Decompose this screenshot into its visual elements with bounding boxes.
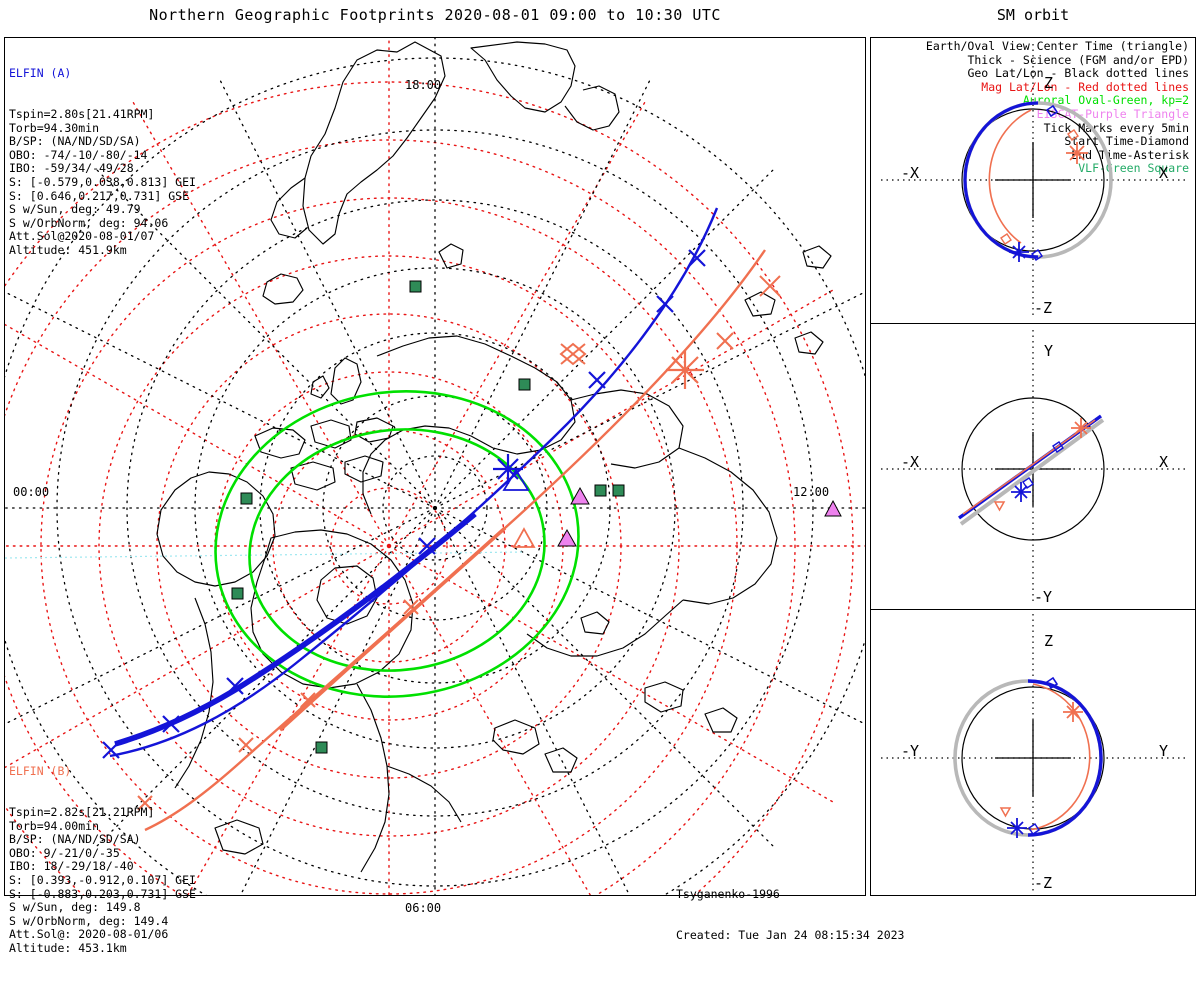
elfin-a-line-6: S: [0.646,0.217,0.731] GSE bbox=[9, 188, 190, 203]
orbit-xz-x-label: X bbox=[1159, 164, 1168, 182]
auroral-oval bbox=[214, 390, 580, 698]
legend-entry-3: Mag Lat/Lon - Red dotted lines bbox=[981, 79, 1189, 94]
elfin-a-center-triangle bbox=[502, 468, 530, 491]
vlf-station-squares bbox=[231, 280, 625, 754]
elfin-a-line-0: Tspin=2.80s[21.41RPM] bbox=[9, 106, 155, 121]
elfin-b-trajectory bbox=[137, 249, 781, 832]
orbit-xz-z-label: Z bbox=[1044, 74, 1053, 92]
orbit-yz-negy-label: -Y bbox=[901, 742, 919, 760]
orbit-xz-canvas: Z -Z -X X bbox=[881, 44, 1185, 317]
orbit-panel-title: SM orbit bbox=[996, 6, 1070, 24]
elfin-a-line-1: Torb=94.30min bbox=[9, 120, 100, 135]
elfin-a-line-5: S: [-0.579,0.038,0.813] GEI bbox=[9, 174, 196, 189]
elfin-a-line-3: OBO: -74/-10/-80/-14 bbox=[9, 147, 148, 162]
orbit-yz-negz-label: -Z bbox=[1034, 874, 1052, 892]
elfin-b-line-3: OBO: 9/-21/0/-35 bbox=[9, 845, 120, 860]
orbit-panel-yz: Z -Z -Y Y bbox=[870, 609, 1196, 896]
orbit-xz-negz-label: -Z bbox=[1034, 299, 1052, 317]
elfin-b-center-triangle bbox=[512, 527, 536, 548]
geographic-footprint-map: 00:00 06:00 12:00 18:00 bbox=[4, 37, 866, 915]
elfin-a-line-8: S w/OrbNorm, deg: 94.06 bbox=[9, 215, 169, 230]
created-timestamp: Created: Tue Jan 24 08:15:34 2023 bbox=[676, 927, 905, 942]
map-legend: Earth/Oval View Center Time (triangle) Th… bbox=[925, 39, 1189, 176]
orbit-xy-x-label: X bbox=[1159, 453, 1168, 471]
figure-root: Northern Geographic Footprints 2020-08-0… bbox=[4, 6, 1196, 955]
elfin-b-line-4: IBO: 18/-29/18/-40 bbox=[9, 859, 134, 874]
magnetic-longitude-spokes bbox=[5, 38, 865, 895]
mlt-label-18: 18:00 bbox=[405, 78, 442, 92]
legend-entry-5: EISCAT-Purple Triangle bbox=[1036, 106, 1189, 121]
map-canvas bbox=[5, 38, 865, 895]
elfin-a-line-4: IBO: -59/34/-49/28 bbox=[9, 161, 134, 176]
legend-entry-0: Earth/Oval View Center Time (triangle) bbox=[925, 39, 1189, 53]
elfin-a-line-9: Att.Sol@2020-08-01/07 bbox=[9, 229, 155, 244]
elfin-a-params: Tspin=2.80s[21.41RPM] Torb=94.30min B/SP: … bbox=[9, 106, 196, 258]
orbit-yz-y-label: Y bbox=[1159, 742, 1168, 760]
orbit-xy-negy-label: -Y bbox=[1034, 588, 1052, 606]
orbit-yz-canvas: Z -Z -Y Y bbox=[881, 614, 1185, 892]
elfin-b-line-2: B/SP: (NA/ND/SD/SA) bbox=[9, 832, 141, 847]
elfin-b-line-9: Att.Sol@: 2020-08-01/06 bbox=[9, 927, 169, 942]
elfin-a-info-block: ELFIN (A) Tspin=2.80s[21.41RPM] Torb=94.3… bbox=[9, 40, 196, 285]
terminator-line bbox=[5, 551, 526, 559]
elfin-a-trajectory bbox=[102, 207, 719, 759]
legend-entry-1: Thick - Science (FGM and/or EPD) bbox=[967, 52, 1189, 67]
orbit-yz-z-label: Z bbox=[1044, 632, 1053, 650]
elfin-a-title: ELFIN (A) bbox=[9, 66, 72, 81]
elfin-a-tick-marks bbox=[102, 249, 706, 759]
elfin-b-line-1: Torb=94.00min bbox=[9, 818, 100, 833]
elfin-b-start-diamond bbox=[559, 342, 587, 366]
model-name: Tsyganenko-1996 bbox=[676, 887, 780, 902]
eiscat-station-triangles bbox=[557, 486, 842, 547]
elfin-b-line-10: Altitude: 453.1km bbox=[9, 940, 127, 955]
elfin-a-line-2: B/SP: (NA/ND/SD/SA) bbox=[9, 134, 141, 149]
orbit-xz-negx-label: -X bbox=[901, 164, 919, 182]
elfin-b-line-8: S w/OrbNorm, deg: 149.4 bbox=[9, 913, 169, 928]
elfin-b-line-0: Tspin=2.82s[21.21RPM] bbox=[9, 804, 155, 819]
geographic-longitude-spokes bbox=[5, 38, 865, 895]
elfin-b-line-7: S w/Sun, deg: 149.8 bbox=[9, 900, 141, 915]
orbit-panel-xy: Y -Y -X X bbox=[870, 323, 1196, 609]
elfin-b-tick-marks bbox=[137, 275, 781, 811]
mlt-label-06: 06:00 bbox=[405, 901, 442, 915]
coastlines bbox=[156, 41, 832, 873]
mlt-label-00: 00:00 bbox=[13, 485, 50, 499]
elfin-b-end-asterisk bbox=[666, 351, 704, 389]
legend-entry-2: Geo Lat/Lon - Black dotted lines bbox=[967, 66, 1189, 81]
elfin-b-title: ELFIN (B) bbox=[9, 764, 72, 779]
elfin-b-line-6: S: [-0.883,0.203,0.731] GSE bbox=[9, 886, 196, 901]
elfin-a-marker-asterisk bbox=[493, 454, 523, 484]
orbit-panel-xz: Z -Z -X X bbox=[870, 37, 1196, 323]
orbit-xy-y-label: Y bbox=[1044, 342, 1053, 360]
page-title: Northern Geographic Footprints 2020-08-0… bbox=[149, 6, 721, 24]
elfin-a-line-7: S w/Sun, deg: 49.79 bbox=[9, 202, 141, 217]
orbit-xy-negx-label: -X bbox=[901, 453, 919, 471]
elfin-b-line-5: S: [0.393,-0.912,0.107] GEI bbox=[9, 872, 196, 887]
elfin-b-info-block: ELFIN (B) Tspin=2.82s[21.21RPM] Torb=94.0… bbox=[9, 738, 196, 983]
elfin-b-params: Tspin=2.82s[21.21RPM] Torb=94.00min B/SP: … bbox=[9, 804, 196, 956]
elfin-a-line-10: Altitude: 451.9km bbox=[9, 242, 127, 257]
orbit-xy-canvas: Y -Y -X X bbox=[881, 330, 1185, 606]
legend-entry-9: VLF-Green Square bbox=[1078, 161, 1189, 176]
mlt-label-12: 12:00 bbox=[793, 485, 830, 499]
